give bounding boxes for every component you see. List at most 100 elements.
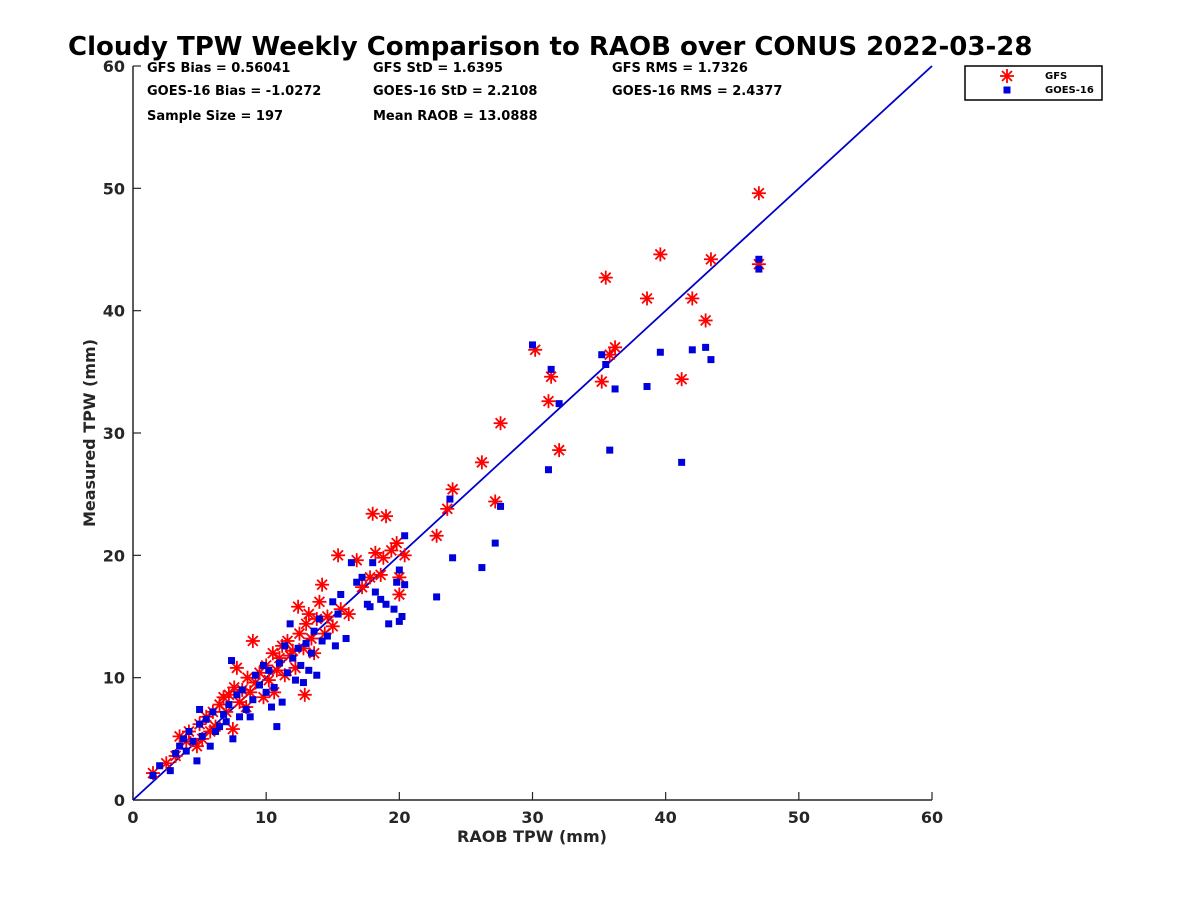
goes16-point [246,713,254,721]
y-tick-label: 60 [103,57,125,76]
goes16-point [606,446,614,454]
goes16-point [249,696,257,704]
goes16-point [299,679,307,687]
series-goes16 [149,255,763,780]
gfs-point [703,252,718,267]
gfs-point [301,607,316,622]
gfs-point [261,673,276,688]
goes16-point [323,632,331,640]
x-tick-label: 20 [388,808,410,827]
goes16-point [385,620,393,628]
goes16-point [176,742,184,750]
goes16-point [220,710,228,718]
y-tick-label: 10 [103,669,125,688]
goes16-point [198,732,206,740]
goes16-point [278,698,286,706]
goes16-point [678,458,686,466]
gfs-point [292,626,307,641]
goes16-point [156,762,164,770]
goes16-point [236,713,244,721]
goes16-point [297,661,305,669]
goes16-point [182,747,190,755]
goes16-point [302,639,310,647]
legend-goes-label: GOES-16 [1045,85,1094,96]
goes16-point [401,532,409,540]
gfs-point [379,509,394,524]
goes16-point [196,720,204,728]
stats-panel: GFS Bias = 0.56041 GFS StD = 1.6395 GFS … [147,61,782,124]
x-tick-label: 40 [655,808,677,827]
y-tick-label: 20 [103,546,125,565]
goes16-point [267,703,275,711]
goes16-point [478,564,486,572]
goes16-point [702,343,710,351]
gfs-point [440,501,455,516]
goes16-point [337,590,345,598]
goes16-point [369,559,377,567]
gfs-point [221,687,236,702]
stat-goes-std: GOES-16 StD = 2.2108 [373,84,537,99]
stat-gfs-bias: GFS Bias = 0.56041 [147,61,290,76]
legend-gfs-marker [1000,69,1014,83]
goes16-point [707,356,715,364]
stat-gfs-std: GFS StD = 1.6395 [373,61,503,76]
goes16-point [611,385,619,393]
y-tick-label: 0 [114,791,125,810]
gfs-point [397,548,412,563]
goes16-point [294,644,302,652]
gfs-point [640,291,655,306]
goes16-point [315,615,323,623]
gfs-point [541,394,556,409]
goes16-point [185,727,193,735]
goes16-point [491,539,499,547]
goes16-point [398,613,406,620]
goes16-point [544,466,552,474]
gfs-point [229,660,244,675]
goes16-point [497,502,505,510]
chart-title: Cloudy TPW Weekly Comparison to RAOB ove… [68,32,1032,62]
goes16-point [229,735,237,743]
goes16-point [401,581,409,589]
goes16-point [265,666,273,674]
goes16-point [755,265,763,273]
goes16-point [395,617,403,625]
gfs-point [429,528,444,543]
x-axis-label: RAOB TPW (mm) [457,827,607,846]
gfs-point [245,633,260,648]
goes16-point [358,573,366,581]
goes16-point [342,635,350,643]
x-tick-label: 60 [921,808,943,827]
gfs-point [392,587,407,602]
goes16-point [206,742,214,750]
goes16-point [377,595,385,603]
y-tick-label: 30 [103,424,125,443]
gfs-point [389,536,404,551]
gfs-point [594,374,609,389]
gfs-point [493,416,508,431]
gfs-point [608,340,623,355]
goes16-point [172,750,180,758]
x-tick-label: 50 [788,808,810,827]
goes16-point [222,718,230,726]
goes16-point [446,495,454,503]
goes16-point [353,578,361,586]
plot-axes: 0 10 20 30 40 50 60 0 10 20 30 40 50 60 [103,57,943,827]
goes16-point [382,600,390,608]
goes16-point [289,654,297,662]
goes16-point [193,757,201,765]
goes16-point [529,341,536,349]
goes16-point [233,691,241,699]
goes16-point [366,603,374,611]
goes16-point [598,351,606,359]
goes16-point [688,346,696,354]
goes16-point [283,669,291,677]
y-axis-label: Measured TPW (mm) [80,339,99,527]
goes16-point [273,723,281,731]
gfs-point [189,739,204,754]
goes16-point [166,767,174,775]
gfs-point [445,482,460,497]
goes16-point [329,598,337,606]
legend-gfs-symbol [1000,69,1014,83]
goes16-point [347,559,355,567]
